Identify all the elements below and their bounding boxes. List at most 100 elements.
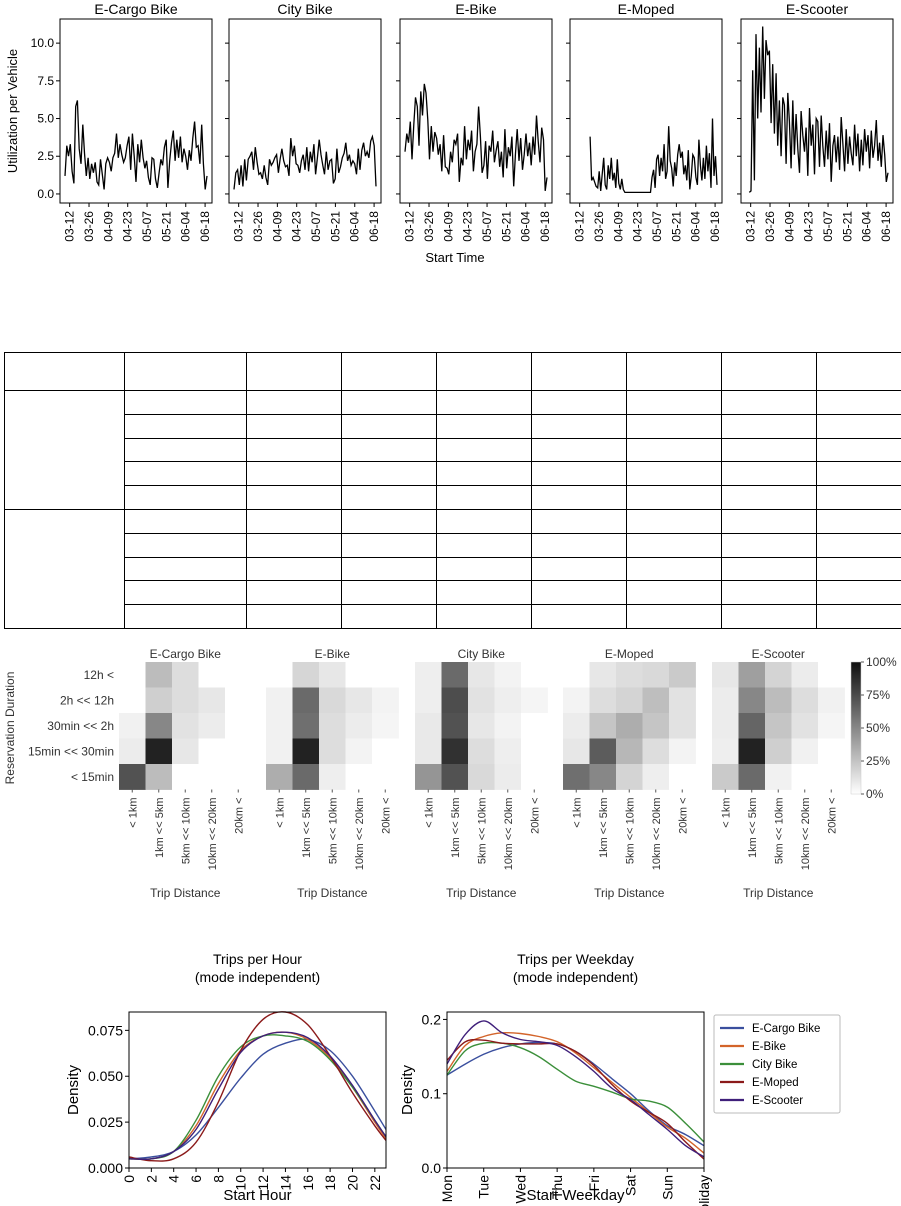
heat-cell	[225, 687, 252, 714]
week-xtick-label: Mon	[439, 1175, 455, 1202]
util-xtick-label: 04-09	[441, 211, 455, 242]
table-cell	[531, 580, 627, 606]
heat-cell	[818, 764, 845, 790]
table-cell	[246, 580, 342, 606]
heat-panel-title: E-Cargo Bike	[150, 647, 222, 661]
table-row	[5, 461, 901, 487]
heat-cell	[145, 713, 173, 739]
heat-cell	[494, 662, 522, 688]
table-cell	[626, 352, 722, 391]
heat-cell	[669, 764, 696, 790]
heat-cell	[791, 662, 819, 688]
table-cell	[816, 485, 901, 510]
table-cell	[816, 532, 901, 558]
table-row	[5, 580, 901, 606]
heat-ytick-label: 2h << 12h	[60, 693, 114, 707]
heat-cell	[225, 713, 252, 739]
legend-label: City Bike	[752, 1059, 797, 1071]
week-ytick-label: 0.0	[422, 1160, 442, 1176]
heat-cell	[563, 713, 590, 739]
heat-cell	[441, 738, 469, 765]
table-cell	[531, 413, 627, 439]
table-cell	[531, 556, 627, 582]
week-line-e-scooter	[446, 1020, 705, 1158]
util-xtick-label: 06-18	[879, 211, 893, 242]
heat-cell	[589, 738, 617, 765]
heat-xtick-label: 1km << 5km	[747, 798, 759, 859]
util-xtick-label: 03-12	[403, 211, 417, 242]
table-cell	[436, 604, 532, 629]
table-cell	[246, 556, 342, 582]
util-xtick-label: 04-23	[461, 211, 475, 242]
heat-cell	[791, 764, 819, 790]
table-cell	[341, 485, 437, 510]
trips-per-weekday-figure: Trips per Weekday (mode independent) Mon Tu…	[400, 951, 841, 1206]
util-ytick-label: 0.0	[37, 187, 54, 201]
legend-box	[713, 1014, 841, 1114]
heat-cell	[266, 764, 293, 790]
hour-xtick-label: 10	[233, 1175, 249, 1191]
table-cell	[436, 580, 532, 606]
week-xtick-label: Sat	[623, 1175, 639, 1196]
util-xtick-label: 06-18	[367, 211, 381, 242]
heat-cell	[521, 738, 548, 765]
heat-xtick-label: 5km << 10km	[180, 798, 192, 865]
heat-xtick-label: < 1km	[274, 798, 286, 828]
table-cell	[531, 461, 627, 487]
util-panel-title: City Bike	[277, 1, 332, 17]
heat-cell	[738, 662, 766, 688]
colorbar-tick-label: 75%	[866, 688, 890, 702]
hour-xtick-label: 12	[255, 1175, 271, 1191]
table-row	[4, 390, 901, 510]
heat-xtick-label: 5km << 10km	[773, 798, 785, 865]
table-cell	[816, 390, 901, 415]
util-panel-title: E-Moped	[618, 1, 675, 17]
util-xtick-label: 06-04	[179, 211, 193, 242]
table-cell	[721, 461, 817, 487]
heat-cell	[119, 687, 146, 714]
heat-cell	[415, 662, 442, 688]
colorbar-tick-label: 100%	[866, 655, 897, 669]
table-cell	[124, 413, 247, 439]
week-xtick-label: Tue	[476, 1175, 492, 1199]
table-row	[5, 556, 901, 582]
heat-panel-e-scooter: E-Scooter < 1km 1km << 5km 5km << 10km 10km …	[712, 647, 845, 900]
table-cell	[341, 532, 437, 558]
table-cell	[124, 485, 247, 510]
heat-cell	[468, 662, 495, 688]
heat-cell	[765, 764, 792, 790]
util-xtick-label: 05-21	[840, 211, 854, 242]
table-cell	[436, 485, 532, 510]
heat-cell	[319, 662, 346, 688]
util-xtick-label: 03-26	[422, 211, 436, 242]
heat-cell	[669, 738, 696, 765]
heat-cell	[119, 662, 146, 688]
heat-cell	[372, 713, 399, 739]
heat-cell	[292, 662, 320, 688]
week-xtick-label: Fri	[586, 1175, 602, 1191]
util-xtick-label: 04-23	[121, 211, 135, 242]
heat-xlabel: Trip Distance	[150, 886, 221, 900]
table-cell	[436, 352, 532, 391]
table-cell	[816, 556, 901, 582]
heat-xlabel: Trip Distance	[594, 886, 665, 900]
table-cell	[436, 556, 532, 582]
table-cell	[531, 437, 627, 463]
heat-xtick-label: 10km << 20km	[503, 798, 515, 871]
util-xtick-label: 05-21	[159, 211, 173, 242]
util-xtick-label: 06-18	[538, 211, 552, 242]
heat-panel-title: E-Moped	[605, 647, 654, 661]
util-xtick-label: 03-26	[82, 211, 96, 242]
hour-xtick-label: 18	[322, 1175, 338, 1191]
heat-cell	[521, 662, 548, 688]
heat-xtick-label: < 1km	[720, 798, 732, 828]
table-row	[5, 485, 901, 510]
util-xtick-label: 05-07	[480, 211, 494, 242]
heat-cell	[738, 764, 766, 790]
heat-panel-e-bike: E-Bike < 1km 1km << 5km 5km << 10km 10km << …	[266, 647, 399, 900]
table-cell	[246, 461, 342, 487]
heat-cell	[712, 687, 739, 714]
heat-cell	[415, 764, 442, 790]
table-cell	[246, 352, 342, 391]
table-cell	[531, 485, 627, 510]
